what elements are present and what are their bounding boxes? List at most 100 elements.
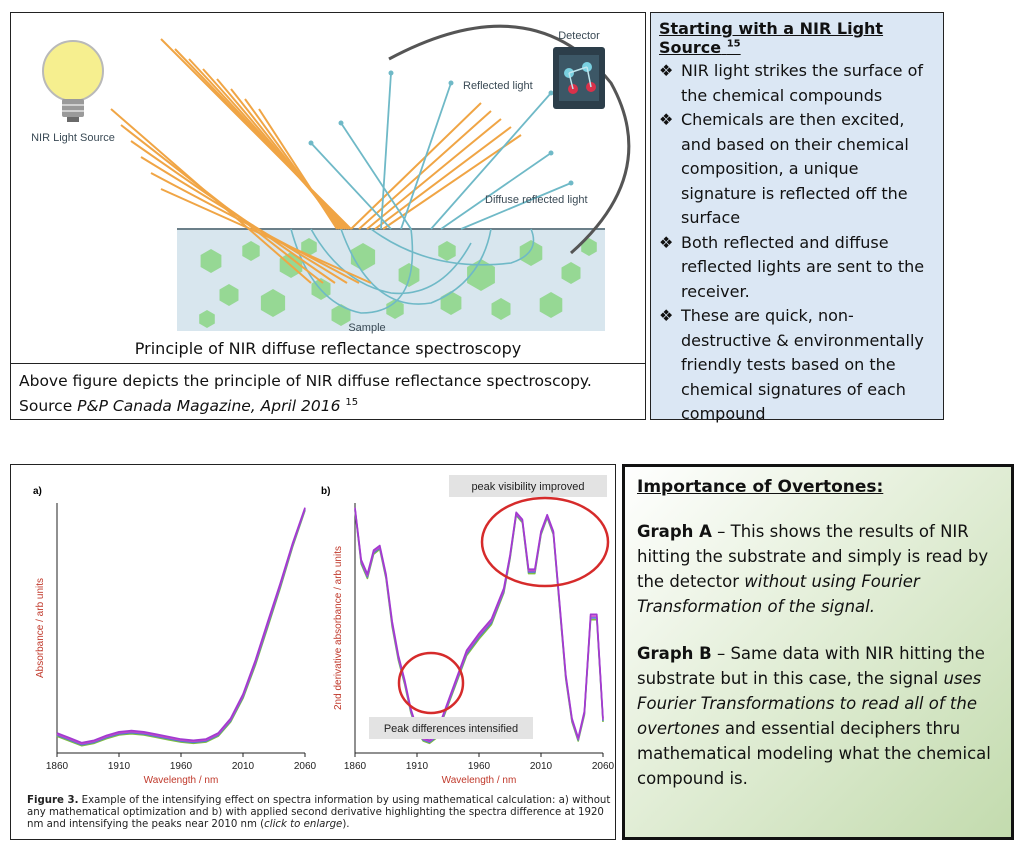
nir-source-title: Starting with a NIR Light Source 15 — [659, 19, 884, 57]
diagram-illustration: NIR Light Source Detector Reflected ligh… — [31, 24, 631, 334]
x-axis-label: Wavelength / nm — [442, 775, 517, 786]
reflected-light-ray — [430, 92, 552, 230]
sample-hexagon — [386, 299, 404, 319]
label-source: NIR Light Source — [31, 132, 115, 144]
source-note: Above figure depicts the principle of NI… — [11, 363, 645, 419]
graph-a-explanation: Graph A – This shows the results of NIR … — [637, 522, 989, 616]
reflected-light-rays — [308, 70, 574, 230]
x-tick-label: 2060 — [294, 761, 317, 772]
reflected-ray — [374, 126, 512, 230]
sample-hexagon — [200, 249, 222, 273]
reflected-light-ray — [310, 142, 392, 230]
ray-arrowhead — [338, 120, 344, 126]
x-tick-label: 1910 — [406, 761, 429, 772]
nir-bullet-item: ❖ Both reflected and diffuse reflected lig… — [659, 231, 935, 305]
nir-bullet-list: ❖ NIR light strikes the surface of the che… — [659, 59, 935, 427]
sample-hexagon — [581, 238, 597, 256]
nir-bullet-item: ❖ NIR light strikes the surface of the che… — [659, 59, 935, 108]
diffuse-scatter-path — [310, 228, 472, 295]
x-tick-label: 2010 — [232, 761, 255, 772]
sample-hexagon — [242, 241, 260, 261]
label-reflected: Reflected light — [463, 80, 533, 92]
diagram-caption: Principle of NIR diffuse reflectance spe… — [134, 339, 522, 358]
spectrum-line — [56, 510, 306, 747]
light-bulb-icon — [42, 40, 104, 122]
callout-top: peak visibility improved — [471, 481, 584, 493]
highlight-circle-valley — [397, 651, 465, 715]
ray-arrowhead — [388, 70, 394, 76]
ray-arrowhead — [308, 140, 314, 146]
sample-hexagon — [199, 310, 215, 328]
sample-hexagon — [219, 284, 239, 306]
ray-arrowhead — [548, 150, 554, 156]
reflected-light-ray — [340, 122, 412, 230]
bullet-diamond-icon: ❖ — [659, 232, 674, 252]
incident-ray — [150, 172, 360, 284]
sample-hexagon — [539, 292, 563, 318]
x-tick-label: 1910 — [108, 761, 131, 772]
sample-hexagon — [301, 238, 317, 256]
overtones-title: Importance of Overtones: — [637, 477, 884, 497]
sample-hexagon — [561, 262, 581, 284]
nir-bullet-item: ❖ These are quick, non-destructive & envi… — [659, 304, 935, 427]
bullet-diamond-icon: ❖ — [659, 306, 674, 325]
detector-arc — [388, 24, 631, 255]
y-axis-label: Absorbance / arb units — [35, 578, 46, 678]
nir-bullet-text: Both reflected and diffuse reflected ligh… — [681, 232, 925, 301]
nir-bullet-text: NIR light strikes the surface of the chem… — [681, 61, 924, 105]
sample-hexagon — [331, 304, 351, 326]
ray-arrowhead — [548, 90, 554, 96]
incident-ray — [140, 156, 348, 284]
spectrum-line — [56, 507, 306, 744]
callout-top-box — [449, 475, 607, 497]
x-tick-label: 1860 — [344, 761, 367, 772]
reflected-ray — [358, 110, 492, 230]
spectrum-line — [56, 509, 306, 746]
sample-hexagon — [438, 241, 456, 261]
chart-absorbance: 1860 1910 1960 2010 2060 Wavelength / nm Absor… — [35, 503, 317, 786]
highlight-circle-peaks — [480, 496, 610, 588]
sample-hexagon — [398, 263, 420, 287]
label-diffuse: Diffuse reflected light — [485, 194, 588, 206]
sample-hexagon — [467, 259, 495, 291]
detector-icon — [553, 47, 605, 109]
panel-a-label: a) — [33, 486, 42, 497]
sample-hexagon — [440, 291, 462, 315]
diffuse-scatter-path — [340, 228, 492, 305]
callout-bottom-box — [369, 717, 533, 739]
figure-caption: Figure 3. Example of the intensifying ef… — [27, 795, 611, 830]
sample-hexagon — [260, 289, 286, 317]
diffuse-scatter-path — [370, 228, 535, 266]
graph-b-explanation: Graph B – Same data with NIR hitting the… — [637, 644, 991, 788]
reflected-light-ray — [440, 152, 552, 230]
incident-ray — [258, 108, 338, 230]
incident-ray — [160, 188, 372, 284]
x-tick-label: 2060 — [592, 761, 614, 772]
x-axis-label: Wavelength / nm — [144, 775, 219, 786]
label-detector: Detector — [558, 30, 600, 42]
reflected-ray — [366, 118, 502, 230]
x-tick-label: 1860 — [46, 761, 69, 772]
ray-arrowhead — [568, 180, 574, 186]
x-tick-label: 2010 — [530, 761, 553, 772]
diffuse-scatter-path — [290, 228, 414, 314]
spectra-charts: a) b) 1860 1910 1960 2010 2060 Wavelength / n… — [33, 475, 614, 786]
ray-arrowhead — [448, 80, 454, 86]
reflected-ray — [350, 102, 482, 230]
source-note-line1: Above figure depicts the principle of NI… — [19, 372, 592, 390]
incident-ray — [130, 140, 336, 284]
incident-light-rays — [110, 38, 372, 284]
reflected-light-ray — [460, 182, 572, 230]
nir-bullet-text: Chemicals are then excited, and based on … — [681, 110, 909, 227]
nir-bullet-text: These are quick, non-destructive & envir… — [681, 306, 924, 423]
diffuse-scatter-paths — [290, 228, 535, 314]
reflected-light-ray — [380, 72, 392, 230]
label-sample: Sample — [348, 322, 385, 334]
diagram-panel: NIR Light Source Detector Reflected ligh… — [10, 12, 646, 420]
bullet-diamond-icon: ❖ — [659, 110, 674, 129]
nir-bullet-item: ❖ Chemicals are then excited, and based on… — [659, 108, 935, 231]
source-note-line2: Source P&P Canada Magazine, April 2016 1… — [19, 397, 359, 416]
spectrum-line — [354, 507, 604, 742]
nir-source-panel: Starting with a NIR Light Source 15 ❖ NIR… — [650, 12, 944, 423]
x-tick-label: 1960 — [468, 761, 491, 772]
